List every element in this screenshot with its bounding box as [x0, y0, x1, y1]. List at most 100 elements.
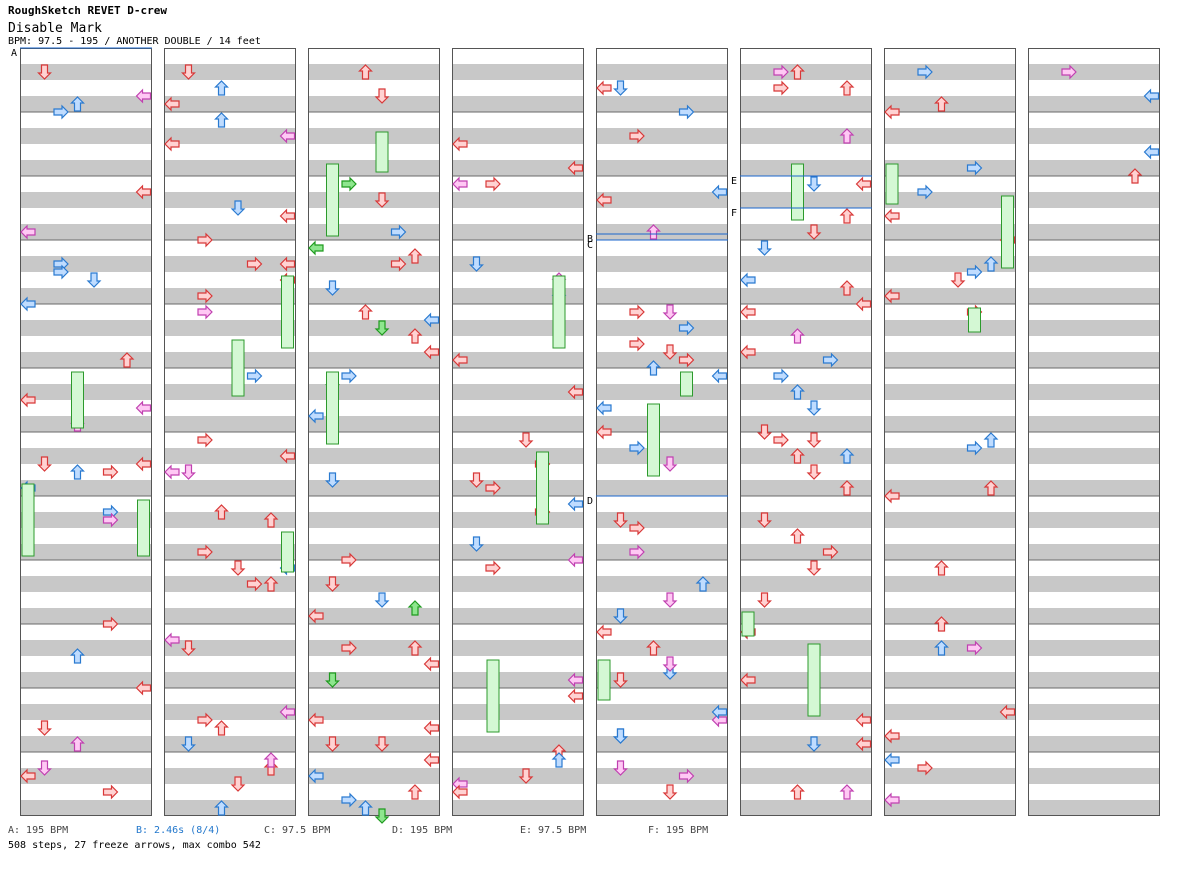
- stripe: [20, 608, 152, 624]
- step-arrow: [855, 712, 872, 728]
- stripe: [740, 320, 872, 336]
- step-arrow: [629, 304, 645, 320]
- step-arrow: [917, 760, 933, 776]
- stripe: [164, 512, 296, 528]
- stripe: [740, 384, 872, 400]
- stripe: [452, 672, 584, 688]
- step-arrow: [325, 280, 340, 296]
- step-arrow: [181, 464, 196, 480]
- stripe: [884, 768, 1016, 784]
- step-arrow: [452, 784, 468, 800]
- step-arrow: [950, 272, 966, 288]
- stripe: [452, 64, 584, 80]
- stripe: [20, 256, 152, 272]
- step-arrow: [773, 432, 789, 448]
- stripe: [1028, 320, 1160, 336]
- step-arrow: [70, 464, 85, 480]
- stripe: [1028, 768, 1160, 784]
- step-arrow: [374, 320, 390, 336]
- step-arrow: [164, 96, 180, 112]
- stripe: [1028, 224, 1160, 240]
- step-arrow: [966, 440, 983, 456]
- step-arrow: [839, 280, 855, 296]
- stripe: [740, 608, 872, 624]
- step-arrow: [20, 392, 36, 408]
- step-arrow: [806, 464, 822, 480]
- stripe: [452, 288, 584, 304]
- event-label: E: [731, 176, 737, 187]
- stripe: [596, 448, 728, 464]
- step-arrow: [613, 512, 628, 528]
- stripe: [596, 192, 728, 208]
- chart-stats: 508 steps, 27 freeze arrows, max combo 5…: [8, 840, 261, 851]
- freeze-arrow: [791, 163, 804, 221]
- stripe: [164, 672, 296, 688]
- stripe: [164, 544, 296, 560]
- freeze-arrow: [536, 451, 549, 525]
- stripe: [1028, 192, 1160, 208]
- stripe: [1028, 704, 1160, 720]
- step-arrow: [917, 64, 933, 80]
- step-arrow: [135, 456, 152, 472]
- freeze-arrow: [326, 163, 339, 237]
- stripe: [884, 480, 1016, 496]
- step-arrow: [469, 472, 484, 488]
- stripe: [164, 192, 296, 208]
- step-arrow: [37, 64, 52, 80]
- column-border: [1028, 48, 1160, 816]
- stripe: [308, 672, 440, 688]
- stripe: [1028, 800, 1160, 816]
- step-arrow: [596, 424, 612, 440]
- step-arrow: [662, 456, 678, 472]
- step-arrow: [263, 752, 279, 768]
- step-arrow: [230, 560, 246, 576]
- step-arrow: [983, 256, 999, 272]
- legend-a: A: 195 BPM: [8, 825, 69, 836]
- stripe: [1028, 128, 1160, 144]
- step-arrow: [596, 400, 612, 416]
- stripe: [20, 512, 152, 528]
- stripe: [20, 96, 152, 112]
- step-arrow: [806, 176, 822, 192]
- step-arrow: [662, 344, 678, 360]
- stripe: [740, 736, 872, 752]
- stripe: [164, 576, 296, 592]
- stripe: [452, 640, 584, 656]
- stripe: [452, 128, 584, 144]
- step-arrow: [695, 576, 711, 592]
- step-arrow: [613, 760, 628, 776]
- column-border: [884, 48, 1016, 816]
- legend-c: C: 97.5 BPM: [264, 825, 331, 836]
- step-arrow: [757, 512, 772, 528]
- step-arrow: [934, 560, 949, 576]
- legend-e: E: 97.5 BPM: [520, 825, 587, 836]
- step-arrow: [197, 432, 213, 448]
- step-arrow: [485, 480, 501, 496]
- step-arrow: [662, 784, 678, 800]
- step-arrow: [279, 448, 296, 464]
- stripe: [20, 704, 152, 720]
- step-arrow: [181, 64, 196, 80]
- stripe: [884, 576, 1016, 592]
- step-arrow: [102, 784, 119, 800]
- freeze-arrow: [281, 531, 294, 573]
- step-arrow: [197, 712, 213, 728]
- step-arrow: [1061, 64, 1077, 80]
- step-arrow: [983, 432, 999, 448]
- stripe: [884, 384, 1016, 400]
- stripe: [884, 416, 1016, 432]
- stripe: [452, 576, 584, 592]
- step-arrow: [966, 264, 983, 280]
- stripe: [740, 544, 872, 560]
- step-arrow: [806, 400, 822, 416]
- stripe: [452, 448, 584, 464]
- stripe: [308, 512, 440, 528]
- step-arrow: [596, 192, 612, 208]
- step-arrow: [646, 224, 661, 240]
- step-arrow: [390, 256, 407, 272]
- legend-f: F: 195 BPM: [648, 825, 709, 836]
- step-arrow: [214, 504, 229, 520]
- step-arrow: [341, 792, 357, 808]
- stripe: [884, 448, 1016, 464]
- stripe: [884, 160, 1016, 176]
